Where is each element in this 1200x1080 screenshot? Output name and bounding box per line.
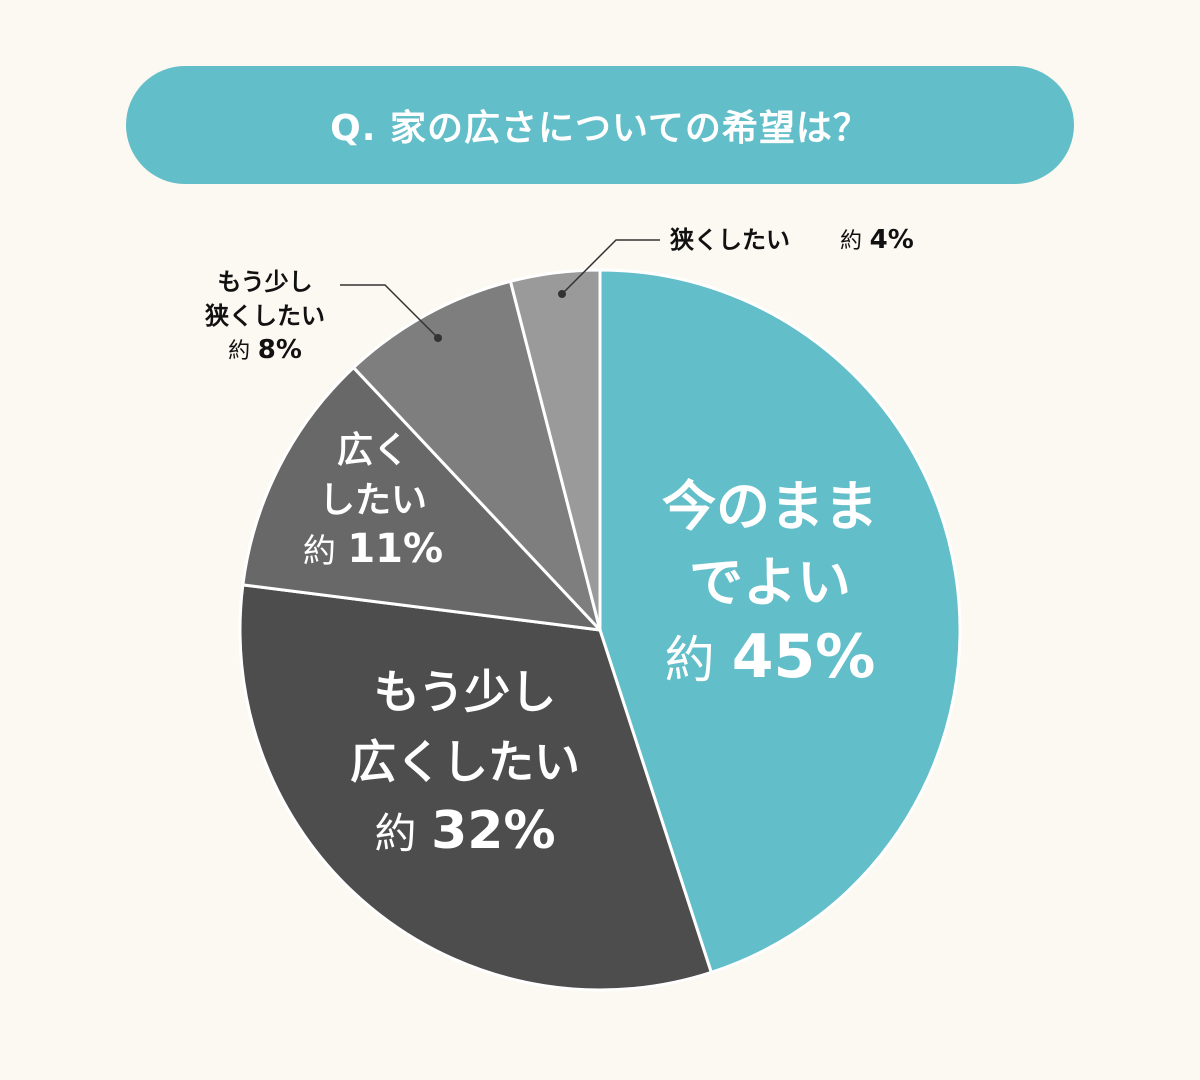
value-prefix: 約 bbox=[303, 531, 336, 570]
leader-dot bbox=[558, 290, 566, 298]
slice-label: 狭くしたい 約 4% bbox=[558, 225, 914, 298]
slice-label-text: 広くしたい bbox=[350, 735, 580, 789]
value-text: 4% bbox=[870, 225, 914, 255]
leader-line bbox=[340, 284, 439, 339]
value-prefix: 約 bbox=[374, 809, 416, 858]
slice-value-label: 約 32% bbox=[374, 801, 555, 861]
value-prefix: 約 bbox=[665, 631, 715, 689]
leader-line bbox=[561, 239, 660, 295]
value-text: 32% bbox=[431, 801, 555, 861]
value-text: 11% bbox=[347, 526, 443, 572]
pie-slice bbox=[241, 366, 602, 632]
slice-label-text: 狭くしたい bbox=[669, 226, 790, 254]
value-text: 8% bbox=[258, 335, 302, 365]
slice-label-text: 今のまま bbox=[662, 475, 878, 538]
pie-slice bbox=[508, 268, 602, 632]
slice-value-label: 約 8% bbox=[228, 335, 302, 365]
slice-label-text: もう少し bbox=[217, 268, 312, 296]
pie-slice bbox=[598, 268, 962, 974]
slice-value-label: 約 4% bbox=[840, 225, 914, 255]
value-prefix: 約 bbox=[840, 229, 862, 254]
slice-label-text: でよい bbox=[689, 551, 851, 614]
title-banner: Q. 家の広さについての希望は？ bbox=[126, 66, 1074, 184]
leader-dot bbox=[434, 334, 442, 342]
slice-label-text: もう少し bbox=[374, 665, 557, 719]
pie-slice bbox=[238, 583, 713, 992]
value-prefix: 約 bbox=[228, 339, 250, 364]
slice-label-text: 広く bbox=[337, 430, 409, 471]
slice-value-label: 約 45% bbox=[665, 622, 876, 692]
slice-value-label: 約 11% bbox=[303, 526, 443, 572]
value-text: 45% bbox=[732, 622, 876, 692]
pie-slice bbox=[352, 279, 602, 632]
slice-label-text: したい bbox=[319, 480, 427, 521]
slice-label-text: 狭くしたい bbox=[204, 302, 325, 330]
chart-title: Q. 家の広さについての希望は？ bbox=[330, 108, 870, 149]
